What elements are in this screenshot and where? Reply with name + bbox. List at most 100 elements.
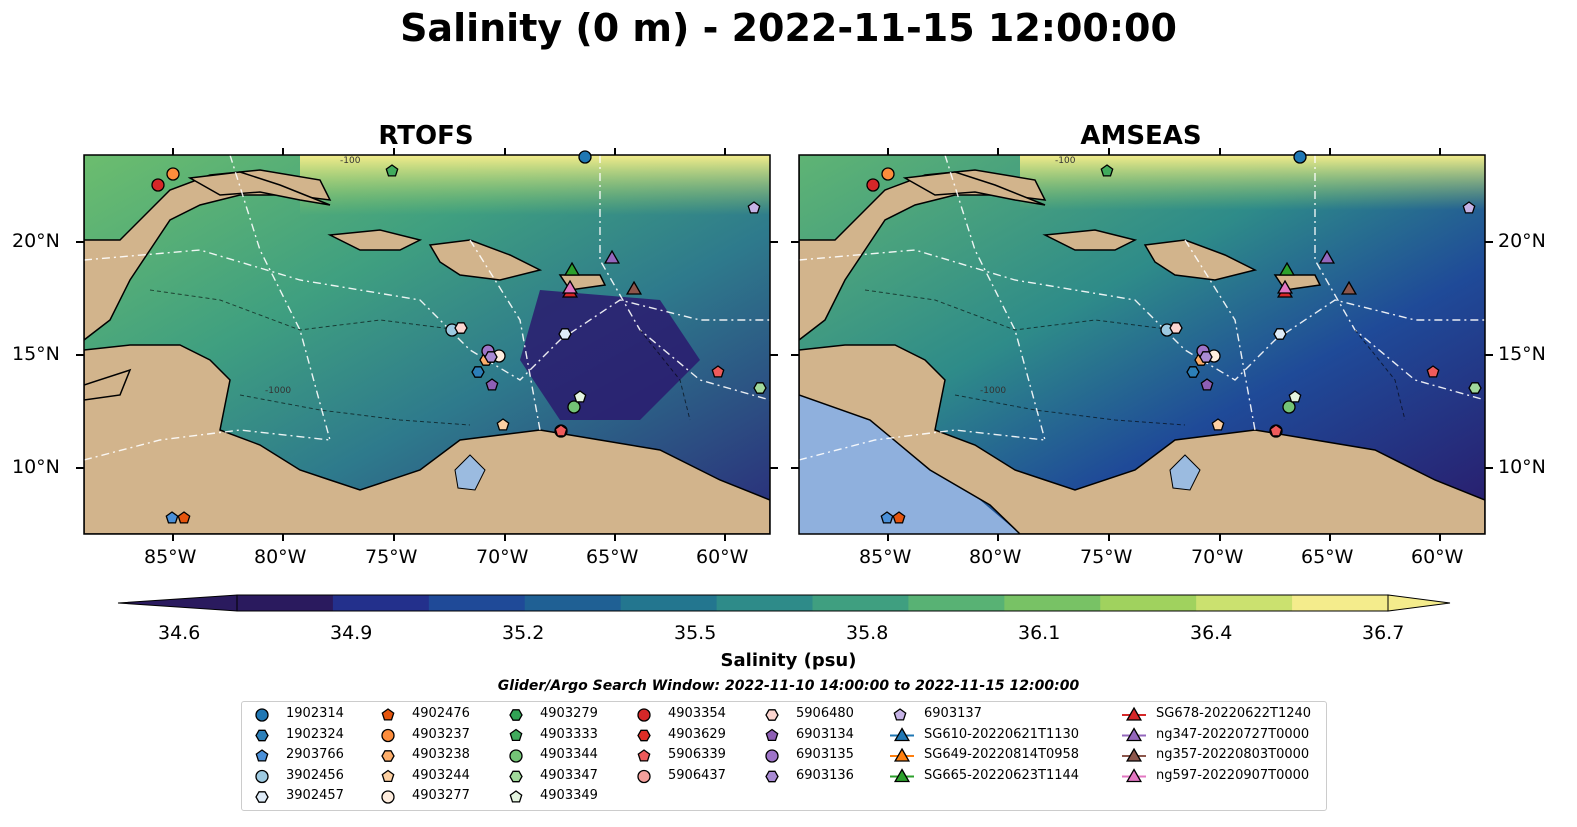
legend-entry-label: 3902456 [286,767,344,783]
legend-entry-label: 5906437 [668,767,726,783]
float-marker [558,328,572,340]
legend-entry-label: 5906339 [668,747,726,762]
float-marker [471,366,485,378]
legend-entry-label: 1902324 [286,726,344,742]
legend-float-icon [637,708,651,722]
legend-float-icon [765,749,779,763]
float-marker [1199,351,1213,363]
legend-entry-label: 6903136 [796,767,854,783]
legend-entry-label: 4903238 [412,747,470,762]
legend-entry-label: 2903766 [286,747,344,762]
amseas-contour-label: -100 [1055,156,1076,166]
legend-entry-label: 1902314 [286,706,344,721]
legend-markers [255,706,1146,804]
colorbar-tick: 36.4 [1190,622,1233,644]
rtofs-lake-maracaibo [454,454,486,491]
amseas-isobaths [864,289,1406,426]
glider-marker [1340,280,1358,295]
legend-entry-label: 4902476 [412,706,470,721]
legend-glider-icon [1125,768,1143,783]
legend-float-icon [509,728,523,742]
lat-tick-label: 10°N [12,456,60,478]
glider-marker [1276,279,1294,294]
lon-tick-label: 60°W [696,546,749,568]
rtofs-high-salinity-band [300,155,770,215]
amseas-frame [798,154,1486,535]
float-marker [1211,418,1225,431]
amseas-lake-maracaibo [1169,454,1201,491]
float-marker [484,351,498,363]
colorbar-tick: 35.5 [674,622,717,644]
lat-tick-label: 20°N [1498,230,1546,252]
lon-tick-label: 70°W [476,546,529,568]
lon-tick-label: 75°W [365,546,418,568]
legend-entry-label: 4903279 [540,706,598,721]
legend-entry-label: 4903333 [540,726,598,742]
amseas-contour-label: -1000 [980,386,1006,396]
float-marker [892,511,906,524]
colorbar-cell [1100,595,1197,611]
legend-float-icon [637,749,651,762]
colorbar [117,594,1451,612]
legend-float-icon [381,708,395,721]
lat-tick-label: 10°N [1498,456,1546,478]
colorbar-tick: 35.2 [502,622,545,644]
colorbar-cell [1004,595,1101,611]
amseas-map: -100 -1000 [799,155,1485,534]
float-marker [1426,365,1440,378]
float-marker [1273,328,1287,340]
legend-float-icon [381,790,395,804]
legend-float-icon [255,749,269,762]
map-panels: -100 -1000 -100 -1000 [76,148,1493,541]
lon-tick-label: 85°W [859,546,912,568]
colorbar-cell [716,595,813,611]
glider-marker [603,249,621,264]
lon-tick-label: 80°W [969,546,1022,568]
legend-float-icon [381,728,395,743]
colorbar-tick: 34.9 [330,622,373,644]
legend-glider-icon [1125,747,1143,762]
legend-float-icon [381,769,395,783]
float-marker [1200,378,1214,391]
float-marker [1293,150,1307,164]
colorbar-tick: 36.1 [1018,622,1061,644]
legend-entry-label: 4903349 [540,788,598,803]
float-marker [567,400,581,414]
float-marker [385,164,399,177]
rtofs-land [84,155,770,534]
rtofs-frame [83,154,771,535]
legend-float-icon [381,750,395,762]
rtofs-isobaths [149,289,691,426]
colorbar-cell [620,595,718,611]
legend-entry-label: 4903237 [412,726,470,742]
lon-tick-label: 70°W [1191,546,1244,568]
colorbar-label: Salinity (psu) [720,650,857,671]
rtofs-low-salinity-patch [520,290,700,420]
legend-entry-label: 4903244 [412,767,470,783]
float-marker [578,150,592,164]
legend-entry-label: ng347-20220727T0000 [1156,726,1310,742]
legend-glider-icon [1125,706,1143,721]
float-marker [151,178,165,192]
colorbar-cell [908,595,1005,611]
rtofs-contour-label: -1000 [265,386,291,396]
legend-entry-label: 6903134 [796,726,854,742]
legend-entry-label: ng597-20220907T0000 [1156,767,1310,783]
legend-entry-label: ng357-20220803T0000 [1156,747,1310,762]
float-marker [496,418,510,431]
lon-tick-label: 60°W [1411,546,1464,568]
float-marker [1288,390,1302,403]
colorbar-min-extension [117,594,238,612]
legend: 1902314 1902324 2903766 3902456 3902457 49024… [241,701,1327,811]
amseas-high-salinity-band [1020,155,1485,210]
legend-entry-label: SG665-20220623T1144 [924,767,1080,783]
float-marker [485,378,499,391]
float-marker [165,511,179,524]
float-marker [1186,366,1200,378]
legend-entry-label: 6903135 [796,747,854,762]
amseas-land [799,155,1485,534]
legend-entry-label: 4903347 [540,767,598,783]
colorbar-cell [1196,595,1293,611]
legend-glider-icon [893,727,911,742]
legend-float-icon [255,769,269,784]
